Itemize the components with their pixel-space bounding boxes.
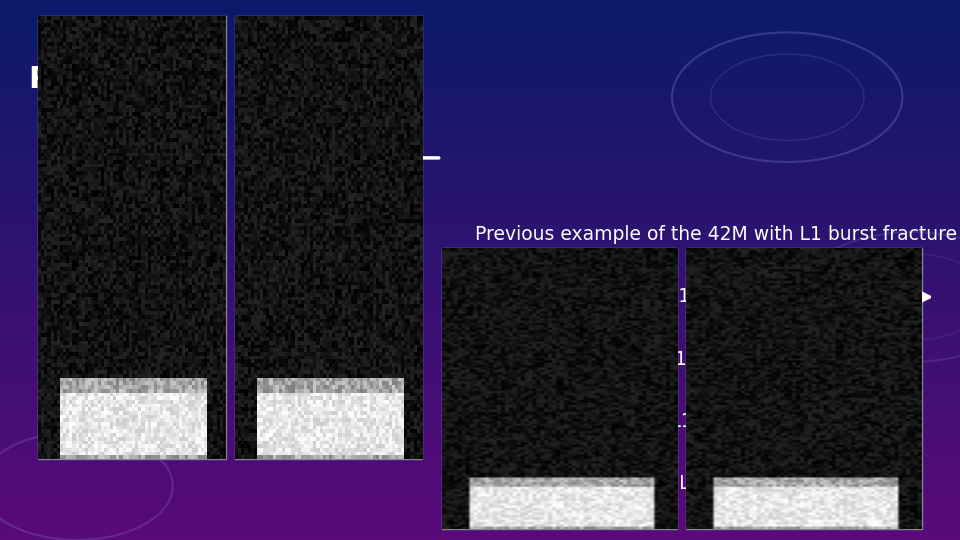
- Text: Splaying of T12 and L1 spinous processes: Splaying of T12 and L1 spinous processes: [475, 287, 868, 307]
- Bar: [38, 16, 226, 459]
- Bar: [686, 248, 922, 529]
- Polygon shape: [840, 474, 863, 493]
- Text: Widening of left T12-L1 facet joint: Widening of left T12-L1 facet joint: [475, 411, 793, 431]
- Text: Avulsion fracture of T12 spinous process: Avulsion fracture of T12 spinous process: [475, 349, 855, 369]
- Text: Previous example of the 42M with L1 burst fracture: Previous example of the 42M with L1 burs…: [475, 225, 957, 245]
- Text: PLC INJURY: PLC INJURY: [29, 65, 220, 94]
- Polygon shape: [780, 423, 804, 437]
- Polygon shape: [167, 252, 190, 266]
- Bar: [442, 248, 677, 529]
- Text: Widening of the right L1-2 facet joint: Widening of the right L1-2 facet joint: [475, 474, 820, 493]
- Bar: [235, 16, 422, 459]
